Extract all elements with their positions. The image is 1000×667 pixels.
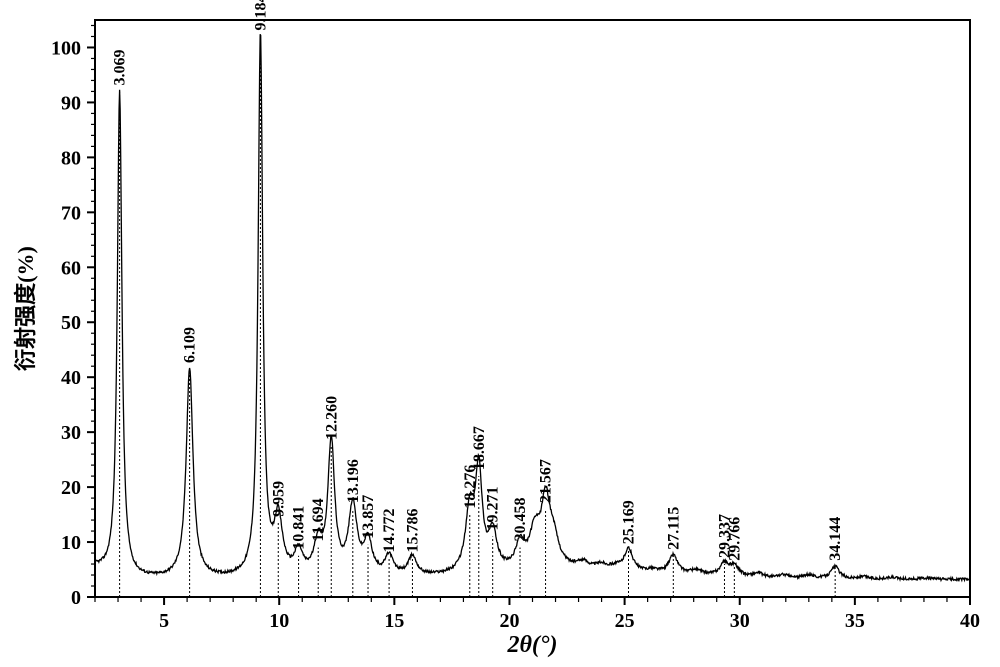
svg-text:15.786: 15.786 [404,509,421,553]
svg-text:50: 50 [61,312,81,334]
svg-text:衍射强度(%): 衍射强度(%) [13,246,38,371]
svg-text:9.184: 9.184 [252,0,269,30]
svg-text:3.069: 3.069 [112,49,129,85]
svg-text:10: 10 [269,610,289,632]
svg-text:90: 90 [61,92,81,114]
svg-text:12.260: 12.260 [323,396,340,440]
svg-text:29.766: 29.766 [726,517,743,561]
svg-text:60: 60 [61,257,81,279]
svg-text:21.567: 21.567 [538,459,555,503]
svg-text:70: 70 [61,202,81,224]
svg-text:2θ(°): 2θ(°) [506,632,557,658]
svg-text:25: 25 [615,610,635,632]
svg-text:9.959: 9.959 [270,481,287,517]
svg-text:40: 40 [960,610,980,632]
chart-svg: 5 10 15 20 25 30 35 40 0 10 20 30 40 50 60 70 80 90 100 2θ(… [0,0,1000,667]
svg-text:30: 30 [730,610,750,632]
svg-text:18.667: 18.667 [471,426,488,470]
svg-text:18.276: 18.276 [462,465,479,509]
svg-text:20: 20 [499,610,519,632]
svg-text:20.458: 20.458 [512,498,529,542]
svg-text:35: 35 [845,610,865,632]
xrd-chart: 5 10 15 20 25 30 35 40 0 10 20 30 40 50 60 70 80 90 100 2θ(… [0,0,1000,667]
svg-text:15: 15 [384,610,404,632]
svg-text:14.772: 14.772 [381,509,398,553]
svg-text:100: 100 [51,37,81,59]
svg-text:11.694: 11.694 [310,498,327,541]
svg-text:80: 80 [61,147,81,169]
svg-text:5: 5 [159,610,169,632]
svg-text:0: 0 [71,587,81,609]
svg-text:34.144: 34.144 [827,517,844,561]
svg-text:27.115: 27.115 [665,507,682,550]
svg-text:25.169: 25.169 [620,500,637,544]
svg-text:13.857: 13.857 [360,495,377,539]
svg-text:40: 40 [61,367,81,389]
svg-text:30: 30 [61,422,81,444]
svg-text:10.841: 10.841 [291,506,308,550]
svg-text:10: 10 [61,532,81,554]
svg-text:20: 20 [61,477,81,499]
svg-text:19.271: 19.271 [485,487,502,531]
svg-text:6.109: 6.109 [182,327,199,363]
